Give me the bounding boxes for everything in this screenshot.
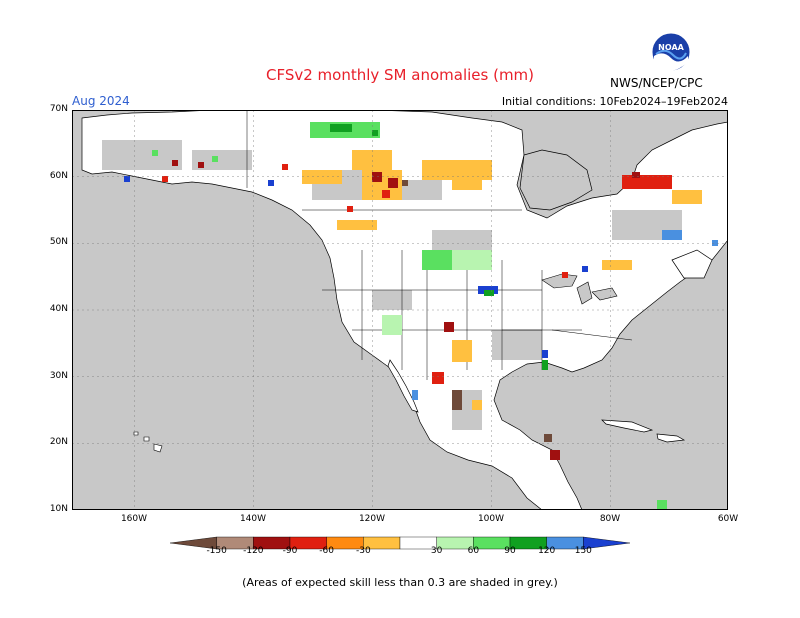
cuba-island (601, 419, 654, 433)
colorbar-tick-label: 60 (467, 546, 480, 556)
initial-conditions-label: Initial conditions: 10Feb2024–19Feb2024 (501, 95, 728, 108)
map-canvas (72, 110, 728, 510)
lon-label: 80W (599, 514, 621, 524)
map-title: CFSv2 monthly SM anomalies (mm) (265, 66, 535, 84)
target-month-label: Aug 2024 (72, 94, 130, 108)
colorbar-tick-label: -90 (282, 546, 298, 556)
hudson-bay (519, 149, 593, 211)
colorbar-tick-label: 120 (538, 546, 556, 556)
graticule (72, 110, 728, 510)
lat-label: 20N (49, 437, 68, 447)
lat-label: 70N (49, 104, 68, 114)
colorbar-tick-label: 150 (574, 546, 592, 556)
newfoundland-island (671, 249, 713, 279)
colorbar-tick-label: -30 (355, 546, 371, 556)
colorbar-tick-label: 90 (504, 546, 516, 556)
lat-label: 30N (49, 371, 68, 381)
lon-label: 60W (717, 514, 739, 524)
lat-label: 60N (49, 171, 68, 181)
lon-label: 100W (477, 514, 505, 524)
colorbar-tick-label: -150 (206, 546, 227, 556)
lon-label: 120W (358, 514, 386, 524)
colorbar-tick-label: 30 (430, 546, 443, 556)
hispaniola-island (656, 433, 686, 443)
colorbar (170, 536, 630, 550)
soil-moisture-anomaly-cells (124, 122, 718, 510)
noaa-logo-icon: NOAA (651, 32, 691, 72)
colorbar-segment (583, 536, 630, 550)
lat-label: 40N (49, 304, 68, 314)
colorbar-tick-label: -60 (319, 546, 334, 556)
map-frame (72, 110, 728, 510)
lat-label: 10N (49, 504, 68, 514)
colorbar-tick-label: -120 (243, 546, 264, 556)
hawaii-islands (133, 431, 163, 453)
footnote: (Areas of expected skill less than 0.3 a… (242, 576, 558, 589)
baja-california (387, 359, 419, 413)
great-lakes (541, 273, 618, 305)
lon-label: 140W (239, 514, 267, 524)
agency-label: NWS/NCEP/CPC (610, 76, 703, 90)
lon-label: 160W (120, 514, 148, 524)
lat-label: 50N (49, 237, 68, 247)
logo-text: NOAA (658, 43, 684, 52)
